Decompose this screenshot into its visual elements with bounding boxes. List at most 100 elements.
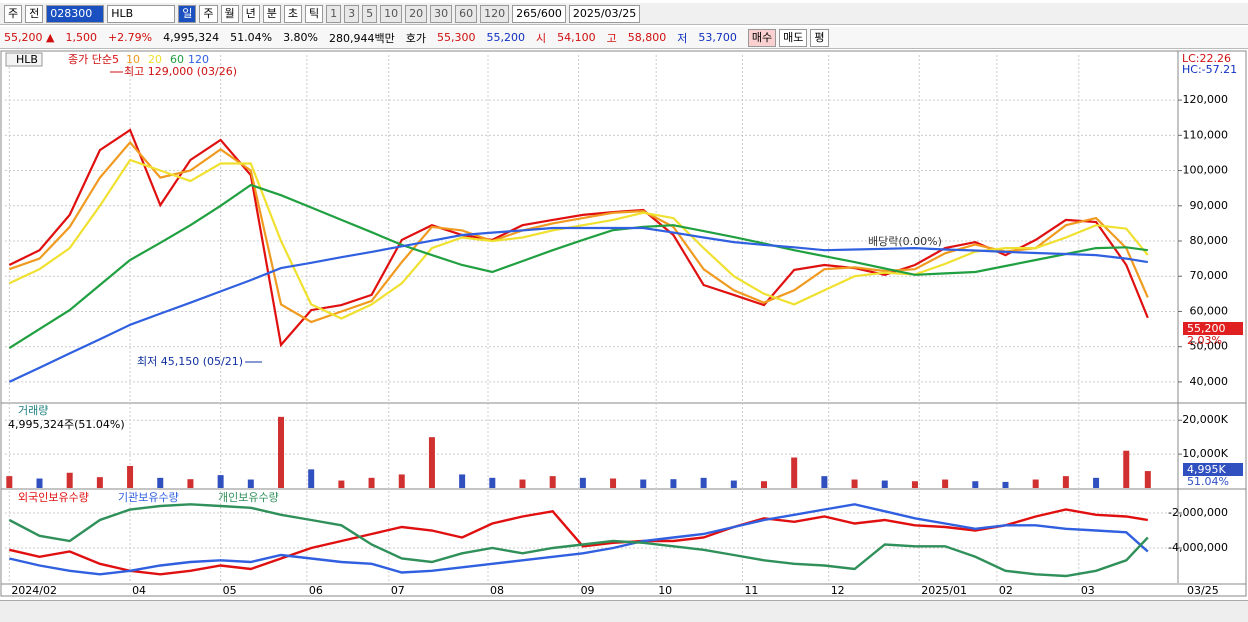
y-tick-label: -2,000,000 [1168, 506, 1228, 519]
volume-bar [610, 478, 617, 488]
toolbar-item[interactable]: HLB [107, 4, 176, 23]
info-item: 3.80% [283, 31, 319, 44]
toolbar: 주 전 028300 HLB 일 주 월 년 분 초 틱 1 3 5 10 20 30 60 120 265/600 2… [0, 3, 1248, 25]
toolbar-item[interactable]: 265/600 [512, 4, 566, 23]
y-tick-label: 110,000 [1183, 128, 1229, 141]
volume-bar [398, 474, 405, 488]
toolbar-item[interactable]: 028300 [46, 4, 105, 23]
toolbar-item[interactable]: 주 [199, 4, 218, 23]
annotation-high: 최고 129,000 (03/26) [124, 65, 237, 78]
legend-entry: 개인보유수량 [218, 491, 279, 504]
x-tick-label: 02 [999, 584, 1013, 597]
series-line [8, 158, 1149, 320]
y-tick-label: 70,000 [1190, 269, 1229, 282]
y-tick-label: 80,000 [1190, 234, 1229, 247]
trade-button[interactable]: 평 [810, 28, 829, 47]
toolbar-item[interactable]: 1 [326, 4, 342, 23]
volume-bar [942, 479, 949, 488]
volume-bar [730, 480, 737, 488]
trade-button[interactable]: 매도 [779, 28, 808, 47]
x-tick-label: 12 [831, 584, 845, 597]
x-tick-label: 06 [309, 584, 323, 597]
toolbar-item[interactable]: 30 [430, 4, 453, 23]
toolbar-item[interactable]: 20 [405, 4, 428, 23]
legend-entry: 10 [126, 53, 140, 66]
info-item: 58,800 [627, 31, 667, 44]
volume-bar [247, 479, 254, 488]
scroll-bar[interactable] [0, 600, 1248, 622]
volume-bar [278, 416, 284, 488]
volume-bar [700, 477, 707, 488]
volume-bar [881, 480, 888, 488]
toolbar-item[interactable]: 초 [283, 4, 302, 23]
x-tick-label: 05 [223, 584, 237, 597]
toolbar-item[interactable]: 틱 [305, 4, 324, 23]
toolbar-item[interactable]: 120 [480, 4, 510, 23]
volume-bar [640, 479, 647, 488]
x-tick-label: 10 [658, 584, 672, 597]
series-line [8, 503, 1149, 578]
toolbar-item[interactable]: 60 [455, 4, 478, 23]
toolbar-item[interactable]: 10 [380, 4, 403, 23]
volume-bar [6, 476, 13, 488]
toolbar-item[interactable]: 3 [344, 4, 360, 23]
series-line [8, 226, 1148, 383]
y-tick-label: 20,000K [1182, 413, 1228, 426]
info-item: +2.79% [107, 31, 153, 44]
volume-bar [519, 479, 526, 488]
volume-bar [428, 437, 435, 488]
volume-bar [338, 480, 345, 488]
legend-entry: 20 [148, 53, 162, 66]
legend-prefix: 종가 단순 [68, 53, 112, 66]
x-tick-label: 03 [1081, 584, 1095, 597]
volume-bar [972, 481, 979, 488]
volume-bar [579, 477, 586, 488]
y-tick-label: 90,000 [1190, 199, 1229, 212]
volume-bar [66, 472, 73, 488]
legend-entry: 기관보유수량 [118, 491, 179, 504]
volume-bar [1093, 477, 1100, 488]
toolbar-item[interactable]: 일 [178, 4, 197, 23]
volume-bar [308, 469, 315, 488]
info-item: 51.04% [230, 31, 273, 44]
toolbar-item[interactable]: 주 [4, 4, 23, 23]
series-line [8, 183, 1148, 350]
volume-bar [187, 479, 194, 488]
legend-entry: 5 [112, 53, 119, 66]
legend-entry: 60 [170, 53, 184, 66]
info-item: 53,700 [698, 31, 737, 44]
y-tick-label: 60,000 [1190, 304, 1229, 317]
volume-bar [1123, 450, 1130, 488]
volume-bar [459, 474, 466, 488]
toolbar-item[interactable]: 월 [220, 4, 239, 23]
info-item: 시 [536, 31, 547, 45]
volume-bar [1062, 476, 1069, 488]
x-last-date: 03/25 [1187, 584, 1219, 597]
volume-bar [761, 481, 767, 488]
legend-entry: 120 [188, 53, 209, 66]
x-tick-label: 07 [391, 584, 405, 597]
toolbar-item[interactable]: 분 [262, 4, 281, 23]
y-tick-label: 120,000 [1183, 93, 1229, 106]
info-item: 1,500 [65, 31, 97, 44]
annotation-dividend: 배당락(0.00%) [868, 235, 942, 248]
x-tick-label: 09 [581, 584, 595, 597]
info-item: 호가 [405, 31, 426, 45]
toolbar-item[interactable]: 년 [241, 4, 260, 23]
toolbar-item[interactable]: 5 [362, 4, 378, 23]
volume-bar [489, 477, 496, 488]
x-tick-label: 04 [132, 584, 146, 597]
info-item: 저 [677, 31, 688, 45]
volume-bar [96, 477, 103, 488]
volume-bar [1002, 481, 1009, 488]
volume-bar [368, 477, 375, 488]
toolbar-item[interactable]: 전 [25, 4, 44, 23]
toolbar-item[interactable]: 2025/03/25 [568, 4, 641, 23]
volume-bar [217, 475, 224, 488]
series-line [9, 503, 1149, 576]
info-item: 55,200 [486, 31, 526, 44]
trade-button[interactable]: 매수 [747, 28, 777, 47]
y-tick-label: 100,000 [1183, 164, 1229, 177]
volume-bar [549, 476, 556, 488]
